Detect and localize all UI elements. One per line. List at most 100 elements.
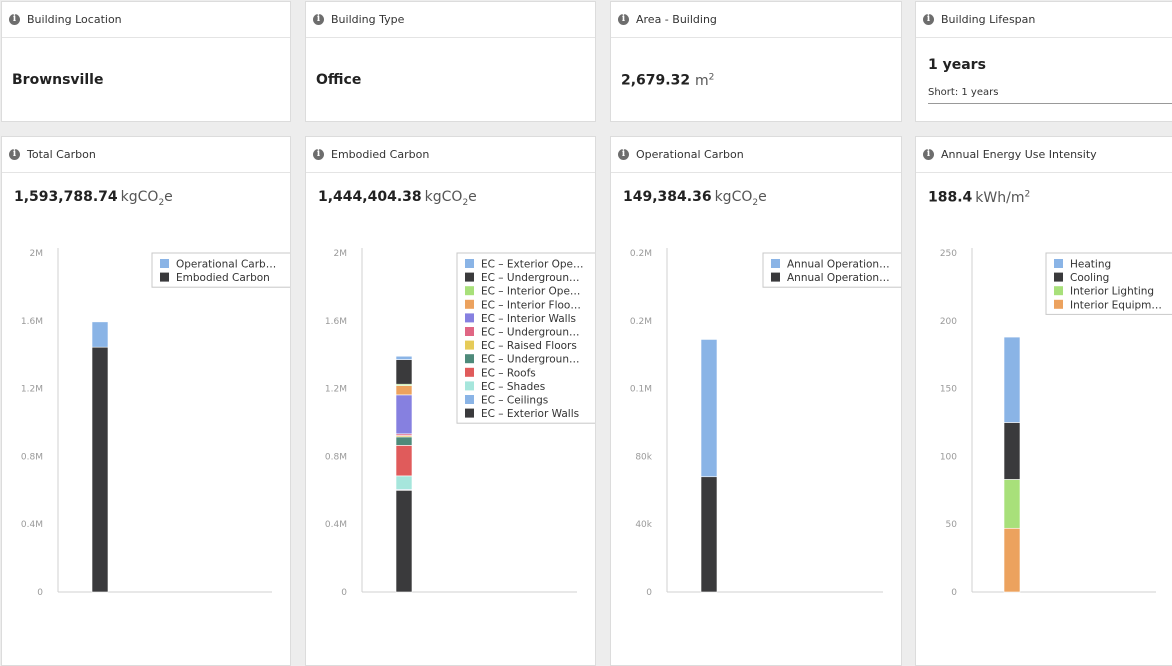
card-header: i Total Carbon <box>2 137 290 173</box>
y-tick-label: 2M <box>30 249 44 259</box>
legend-label[interactable]: EC – Undergroun… <box>481 272 579 284</box>
legend-swatch <box>771 259 780 268</box>
info-icon[interactable]: i <box>313 149 324 160</box>
metric-value: 188.4 kWh/m2 <box>928 189 1031 206</box>
bar-segment[interactable] <box>91 346 109 593</box>
y-tick-label: 0.2M <box>630 317 652 327</box>
embodied-carbon-card: i Embodied Carbon 1,444,404.38 kgCO2e 0 0.… <box>305 136 596 666</box>
building-lifespan-card: i Building Lifespan 1 years Short: 1 yea… <box>915 1 1172 122</box>
legend-swatch <box>465 272 474 282</box>
card-header: i Operational Carbon <box>611 137 901 173</box>
legend-label[interactable]: EC – Raised Floors <box>481 340 577 352</box>
bar-segment[interactable] <box>395 359 413 385</box>
info-icon[interactable]: i <box>9 14 20 25</box>
stacked-bar-chart: 0 0.4M 0.8M 1.2M 1.6M 2M Operational Carb…Embo… <box>21 248 290 598</box>
legend-label[interactable]: EC – Exterior Walls <box>481 408 579 420</box>
legend-label[interactable]: Operational Carb… <box>176 259 276 271</box>
y-tick-label: 0 <box>951 588 957 598</box>
legend-swatch <box>465 259 474 268</box>
area-building-card: i Area - Building 2,679.32 m2 <box>610 1 902 122</box>
legend-label[interactable]: EC – Interior Floo… <box>481 299 581 311</box>
card-title: Area - Building <box>636 13 717 26</box>
bar-segment[interactable] <box>1003 479 1021 529</box>
lifespan-value: 1 years <box>928 57 986 73</box>
building-location-value: Brownsville <box>12 72 104 88</box>
legend-swatch <box>465 381 474 391</box>
info-icon[interactable]: i <box>923 14 934 25</box>
bar-segment[interactable] <box>395 489 413 593</box>
bar-segment[interactable] <box>700 339 718 478</box>
legend-swatch <box>465 408 474 418</box>
legend-label[interactable]: Annual Operation… <box>787 259 890 271</box>
y-tick-label: 100 <box>940 452 957 462</box>
bar-segment[interactable] <box>700 476 718 593</box>
legend-swatch <box>465 395 474 404</box>
bar-segment[interactable] <box>1003 422 1021 480</box>
card-title: Embodied Carbon <box>331 148 430 161</box>
y-tick-label: 0.1M <box>630 385 652 395</box>
legend-swatch <box>1054 299 1063 309</box>
legend-box <box>762 252 901 288</box>
legend-label[interactable]: EC – Undergroun… <box>481 327 579 339</box>
metric-value: 149,384.36 kgCO2e <box>623 189 767 208</box>
legend-label[interactable]: Interior Equipm… <box>1070 299 1162 311</box>
bar-segment[interactable] <box>395 394 413 435</box>
card-title: Building Location <box>27 13 122 26</box>
legend-label[interactable]: Cooling <box>1070 272 1109 284</box>
legend-swatch <box>465 299 474 309</box>
bar-segment[interactable] <box>1003 336 1021 423</box>
bar-segment[interactable] <box>1003 527 1021 593</box>
y-tick-label: 50 <box>946 520 958 530</box>
y-tick-label: 0 <box>37 588 43 598</box>
legend-box <box>151 252 290 288</box>
legend-swatch <box>1054 272 1063 282</box>
bar-segment[interactable] <box>395 445 413 477</box>
metric-value: 1,593,788.74 kgCO2e <box>14 189 173 208</box>
info-icon[interactable]: i <box>313 14 324 25</box>
chart-legend: EC – Exterior Ope…EC – Undergroun…EC – I… <box>456 252 595 424</box>
info-icon[interactable]: i <box>618 149 629 160</box>
y-tick-label: 0.2M <box>630 249 652 259</box>
legend-label[interactable]: EC – Ceilings <box>481 395 548 407</box>
bar-segment[interactable] <box>395 355 413 360</box>
legend-label[interactable]: Interior Lighting <box>1070 286 1154 298</box>
legend-swatch <box>465 340 474 350</box>
legend-swatch <box>160 259 169 268</box>
legend-label[interactable]: EC – Interior Ope… <box>481 286 580 298</box>
legend-label[interactable]: EC – Roofs <box>481 367 536 379</box>
legend-label[interactable]: Embodied Carbon <box>176 272 270 284</box>
y-tick-label: 1.6M <box>325 317 347 327</box>
card-header: i Building Location <box>2 2 290 38</box>
building-type-card: i Building Type Office <box>305 1 596 122</box>
legend-label[interactable]: Heating <box>1070 259 1111 271</box>
y-tick-label: 0 <box>646 588 652 598</box>
legend-swatch <box>465 286 474 296</box>
legend-label[interactable]: EC – Exterior Ope… <box>481 259 584 271</box>
info-icon[interactable]: i <box>923 149 934 160</box>
bar-segment[interactable] <box>91 321 109 348</box>
bar-segment[interactable] <box>395 475 413 490</box>
metric-value: 1,444,404.38 kgCO2e <box>318 189 477 208</box>
legend-label[interactable]: EC – Undergroun… <box>481 354 579 366</box>
info-icon[interactable]: i <box>618 14 629 25</box>
card-header: i Annual Energy Use Intensity <box>916 137 1172 173</box>
legend-label[interactable]: EC – Shades <box>481 381 545 393</box>
legend-swatch <box>465 327 474 336</box>
y-tick-label: 0.8M <box>21 452 43 462</box>
chart-legend: Annual Operation…Annual Operation… <box>762 252 901 288</box>
legend-box <box>456 252 595 424</box>
card-header: i Area - Building <box>611 2 901 38</box>
lifespan-detail: Short: 1 years <box>928 87 999 98</box>
area-value: 2,679.32 m2 <box>621 72 714 89</box>
bar-segment[interactable] <box>395 385 413 396</box>
legend-label[interactable]: EC – Interior Walls <box>481 313 576 325</box>
bar-segment[interactable] <box>395 436 413 446</box>
lifespan-divider <box>928 103 1172 104</box>
y-tick-label: 1.6M <box>21 317 43 327</box>
chart-legend: Operational Carb…Embodied Carbon <box>151 252 290 288</box>
y-tick-label: 1.2M <box>325 385 347 395</box>
legend-label[interactable]: Annual Operation… <box>787 272 890 284</box>
info-icon[interactable]: i <box>9 149 20 160</box>
